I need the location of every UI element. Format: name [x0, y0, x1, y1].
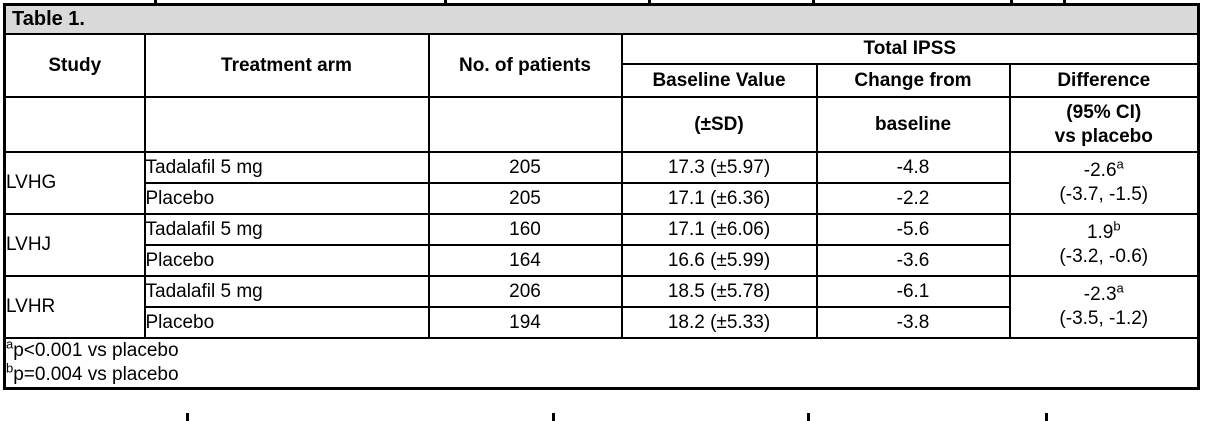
table-row-lvhr-tadalafil: LVHR Tadalafil 5 mg 206 18.5 (±5.78) -6.…	[3, 275, 1200, 339]
col-header-sd: (±SD)	[620, 96, 818, 153]
patients-cell: 164	[427, 244, 623, 277]
baseline-cell: 18.2 (±5.33)	[620, 306, 818, 339]
empty-cell	[427, 96, 623, 153]
empty-cell	[143, 96, 430, 153]
difference-cell-lvhj: 1.9b (-3.2, -0.6)	[1008, 213, 1200, 277]
footnote-marker: a	[1116, 156, 1124, 172]
col-header-vs-placebo-line: vs placebo	[1054, 125, 1153, 147]
header-row-1: Study Treatment arm No. of patients Tota…	[3, 33, 1200, 98]
change-cell: -2.2	[815, 182, 1011, 215]
col-header-ci-vs-placebo: (95% CI) vs placebo	[1008, 96, 1200, 153]
footnotes-cell: ap<0.001 vs placebo bp=0.004 vs placebo	[3, 337, 1200, 390]
footnote-marker: b	[6, 360, 14, 376]
change-cell: -4.8	[815, 151, 1011, 184]
table-row-lvhg-tadalafil: LVHG Tadalafil 5 mg 205 17.3 (±5.97) -4.…	[3, 151, 1200, 215]
header-row-2: Baseline Value Change from Difference	[5, 63, 1200, 98]
study-cell-lvhj: LVHJ	[3, 213, 146, 277]
crop-tick-icon	[444, 0, 447, 4]
crop-tick-icon	[1045, 413, 1048, 421]
col-header-no-of-patients: No. of patients	[427, 33, 623, 98]
change-cell: -3.8	[815, 306, 1011, 339]
treatment-cell: Tadalafil 5 mg	[143, 213, 430, 246]
col-header-total-ipss: Total IPSS	[620, 33, 1200, 65]
treatment-cell: Tadalafil 5 mg	[143, 275, 430, 308]
difference-ci: (-3.7, -1.5)	[1059, 184, 1149, 205]
crop-tick-icon	[1063, 0, 1066, 4]
crop-tick-icon	[186, 413, 189, 421]
table-title-row: Table 1.	[3, 3, 1200, 35]
crop-tick-icon	[1010, 0, 1013, 4]
baseline-cell: 17.3 (±5.97)	[620, 151, 818, 184]
col-header-baseline-word: baseline	[815, 96, 1011, 153]
treatment-cell: Placebo	[143, 182, 430, 215]
study-cell-lvhg: LVHG	[3, 151, 146, 215]
crop-tick-icon	[552, 413, 555, 421]
difference-value: 1.9b	[1086, 218, 1121, 243]
change-cell: -5.6	[815, 213, 1011, 246]
difference-ci: (-3.5, -1.2)	[1059, 308, 1149, 329]
footnote-marker: a	[1116, 280, 1124, 296]
col-header-baseline-value: Baseline Value	[620, 63, 818, 98]
change-cell: -6.1	[815, 275, 1011, 308]
baseline-cell: 17.1 (±6.36)	[620, 182, 818, 215]
table-title: Table 1.	[3, 3, 1200, 35]
patients-cell: 206	[427, 275, 623, 308]
col-header-treatment-arm: Treatment arm	[143, 33, 430, 98]
table-row-lvhj-placebo: Placebo 164 16.6 (±5.99) -3.6	[5, 244, 1199, 277]
change-cell: -3.6	[815, 244, 1011, 277]
treatment-cell: Tadalafil 5 mg	[143, 151, 430, 184]
col-header-study: Study	[3, 33, 146, 98]
patients-cell: 205	[427, 182, 623, 215]
difference-value: -2.3a	[1083, 280, 1124, 305]
treatment-cell: Placebo	[143, 306, 430, 339]
table-row-lvhg-placebo: Placebo 205 17.1 (±6.36) -2.2	[5, 182, 1199, 215]
crop-tick-icon	[807, 413, 810, 421]
patients-cell: 194	[427, 306, 623, 339]
header-row-3: (±SD) baseline (95% CI) vs placebo	[3, 96, 1200, 153]
table-row-lvhr-placebo: Placebo 194 18.2 (±5.33) -3.8	[5, 306, 1199, 339]
table-row-lvhj-tadalafil: LVHJ Tadalafil 5 mg 160 17.1 (±6.06) -5.…	[3, 213, 1200, 277]
footnote-b: bp=0.004 vs placebo	[6, 360, 179, 385]
difference-cell-lvhg: -2.6a (-3.7, -1.5)	[1008, 151, 1200, 215]
difference-cell-lvhr: -2.3a (-3.5, -1.2)	[1008, 275, 1200, 339]
baseline-cell: 17.1 (±6.06)	[620, 213, 818, 246]
patients-cell: 205	[427, 151, 623, 184]
col-header-ci-line: (95% CI)	[1066, 101, 1142, 123]
difference-value: -2.6a	[1083, 156, 1124, 181]
footnote-marker: a	[6, 338, 14, 352]
empty-cell	[3, 96, 146, 153]
treatment-cell: Placebo	[143, 244, 430, 277]
col-header-difference: Difference	[1008, 63, 1200, 98]
footnote-a: ap<0.001 vs placebo	[6, 338, 179, 361]
study-cell-lvhr: LVHR	[3, 275, 146, 339]
footnote-row: ap<0.001 vs placebo bp=0.004 vs placebo	[3, 337, 1200, 390]
baseline-cell: 18.5 (±5.78)	[620, 275, 818, 308]
crop-tick-icon	[648, 0, 651, 4]
crop-tick-icon	[154, 0, 157, 4]
footnote-marker: b	[1113, 218, 1121, 234]
difference-ci: (-3.2, -0.6)	[1059, 246, 1149, 267]
col-header-change-from: Change from	[815, 63, 1011, 98]
table-1: Table 1. Study Treatment arm No. of pati…	[3, 3, 1201, 390]
patients-cell: 160	[427, 213, 623, 246]
baseline-cell: 16.6 (±5.99)	[620, 244, 818, 277]
crop-tick-icon	[812, 0, 815, 4]
